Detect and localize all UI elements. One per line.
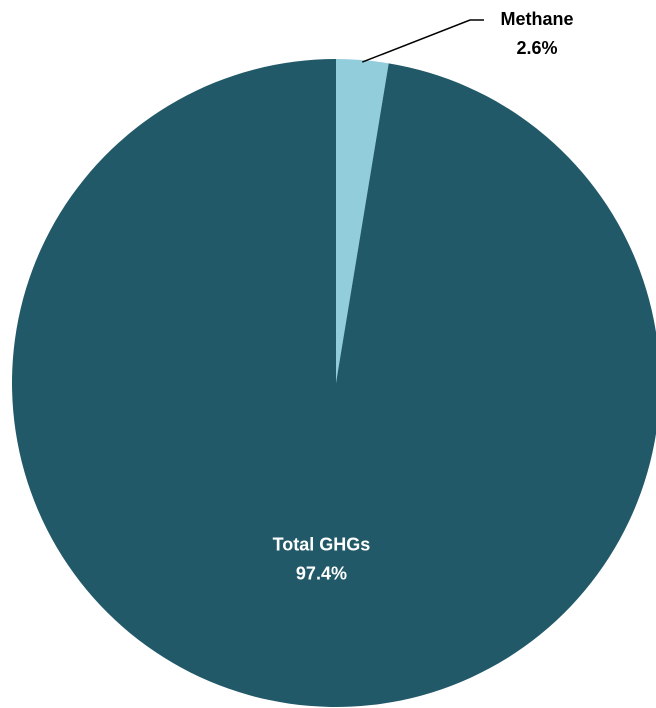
slice-label-total-ghgs: Total GHGs 97.4% <box>273 535 371 584</box>
slice-name-methane: Methane <box>500 9 573 29</box>
slice-value-total-ghgs: 97.4% <box>296 564 347 584</box>
leader-line-methane <box>361 19 484 63</box>
pie-slice-total-ghgs <box>12 59 656 707</box>
slice-value-methane: 2.6% <box>516 38 557 58</box>
slice-label-methane: Methane 2.6% <box>500 9 573 58</box>
slice-name-total-ghgs: Total GHGs <box>273 535 371 555</box>
pie-slice-methane <box>336 59 389 383</box>
